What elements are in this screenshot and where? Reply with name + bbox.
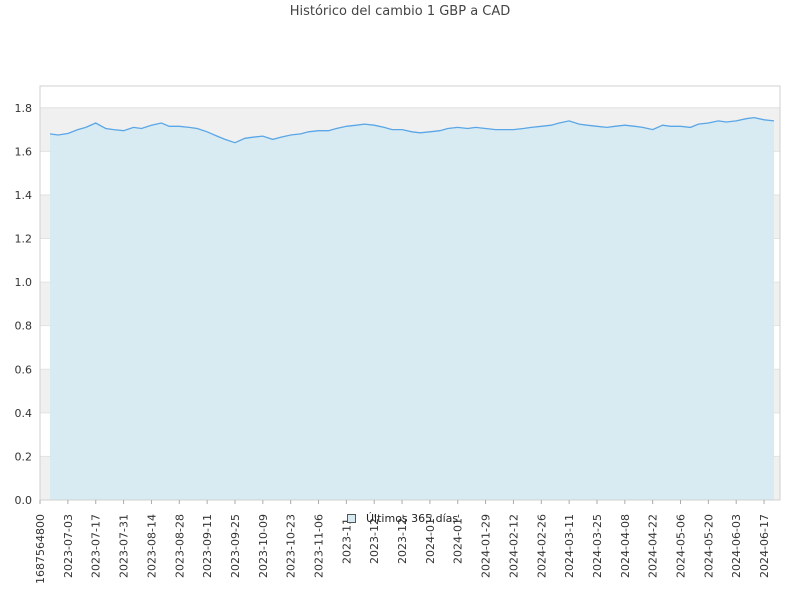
x-tick-label: 2023-09-11 — [201, 514, 214, 578]
chart-title: Histórico del cambio 1 GBP a CAD — [289, 4, 511, 19]
y-tick-label: 1.0 — [15, 276, 33, 289]
x-tick-label: 2024-04-22 — [647, 514, 660, 578]
x-tick-label: 2024-05-20 — [702, 514, 715, 578]
y-tick-label: 1.4 — [15, 189, 33, 202]
x-tick-label: 2023-08-28 — [173, 514, 186, 578]
y-tick-label: 0.6 — [15, 363, 33, 376]
y-tick-label: 0.8 — [15, 320, 33, 333]
x-tick-label: 2024-03-11 — [563, 514, 576, 578]
legend-swatch — [347, 514, 356, 523]
x-tick-label: 2023-07-31 — [118, 514, 131, 578]
x-tick-label: 2023-08-14 — [145, 514, 158, 578]
x-tick-label: 2024-02-26 — [535, 514, 548, 578]
y-tick-label: 0.2 — [15, 450, 33, 463]
x-tick-label: 2024-05-06 — [675, 514, 688, 578]
x-tick-label: 2023-10-23 — [285, 514, 298, 578]
x-tick-label: 2024-01- — [452, 514, 465, 564]
y-tick-label: 1.6 — [15, 145, 33, 158]
x-tick-label: 1687564800 — [34, 514, 47, 584]
x-tick-label: 2023-10-09 — [257, 514, 270, 578]
legend: Últimos 365 días — [347, 512, 458, 525]
series-area — [50, 117, 774, 500]
x-tick-label: 2024-06-17 — [758, 514, 771, 578]
x-tick-label: 2023-12- — [368, 514, 381, 564]
legend-label: Últimos 365 días — [366, 512, 459, 525]
x-tick-label: 2023-09-25 — [229, 514, 242, 578]
x-tick-label: 2024-06-03 — [730, 514, 743, 578]
plot-frame — [39, 85, 781, 501]
x-tick-label: 2024-04-08 — [619, 514, 632, 578]
x-tick-label: 2024-03-25 — [591, 514, 604, 578]
x-tick-label: 2023-11- — [340, 514, 353, 564]
x-tick-label: 2024-02-12 — [507, 514, 520, 578]
x-tick-label: 2023-12- — [396, 514, 409, 564]
x-tick-label: 2023-07-17 — [90, 514, 103, 578]
y-tick-label: 1.2 — [15, 233, 33, 246]
x-tick-label: 2024-01-29 — [480, 514, 493, 578]
x-tick-label: 2023-07-03 — [62, 514, 75, 578]
series-line — [49, 116, 775, 144]
y-tick-label: 1.8 — [15, 102, 33, 115]
x-tick-label: 2024-01- — [424, 514, 437, 564]
x-tick-label: 2023-11-06 — [313, 514, 326, 578]
y-tick-label: 0.0 — [15, 494, 33, 507]
y-tick-label: 0.4 — [15, 407, 33, 420]
